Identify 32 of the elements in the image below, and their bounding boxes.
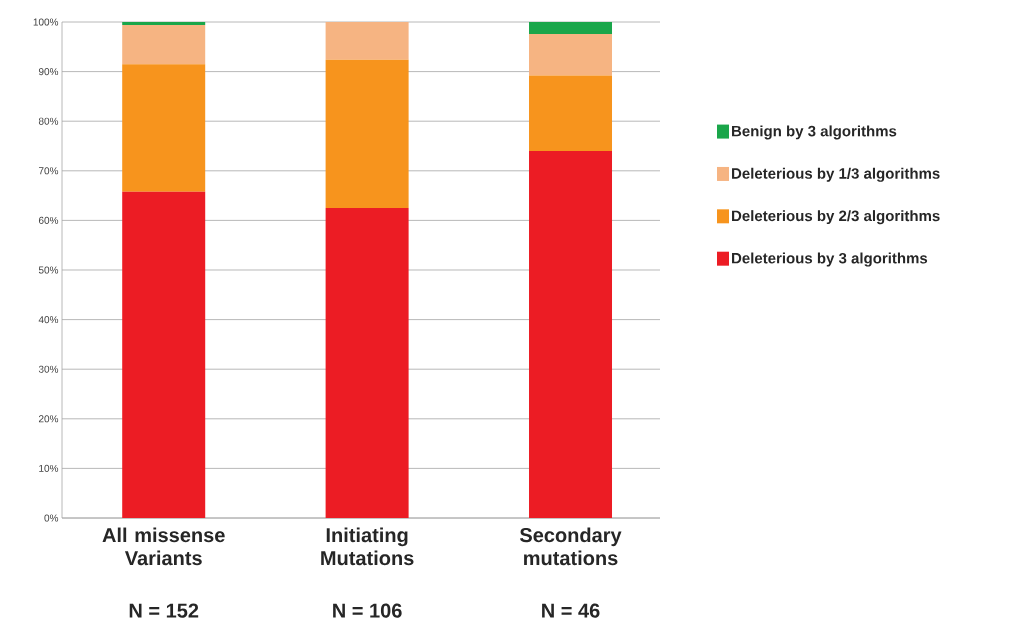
text: N = 106 [333,603,402,618]
y-tick-label: 50% [38,266,59,274]
y-tick-label: 60% [38,216,59,224]
y-tick-label: 30% [38,365,59,373]
bar [529,150,613,518]
bar [529,22,613,34]
text: N = 152 [129,603,199,618]
y-tick-label: 80% [38,117,59,125]
bar [122,22,206,25]
y-tick-label: 90% [38,68,59,76]
text: N = 46 [542,603,600,618]
y-tick-label: 10% [39,464,59,472]
y-tick-label: 20% [38,415,59,423]
y-tick-label: 40% [38,316,59,324]
bar [325,59,409,208]
legend-label: Deleterious by 2/3 algorithms [732,210,940,225]
bar [325,22,409,60]
x-tick-label: Initiating Mutations [321,527,414,566]
x-tick-label: All missense Variants [102,527,225,566]
y-tick-label: 100% [33,18,59,26]
legend-label: Deleterious by 1/3 algorithms [732,167,940,182]
y-tick-label: 0% [44,514,59,522]
y-tick-label: 70% [38,167,59,175]
bar [325,208,409,518]
bar [529,75,613,151]
legend-label: Benign by 3 algorithms [732,125,897,140]
bar [122,191,206,518]
x-tick-label: Secondary mutations [519,527,622,566]
bar [122,64,206,192]
legend-label: Deleterious by 3 algorithms [732,252,928,267]
bar [529,33,613,76]
bar [122,24,206,65]
